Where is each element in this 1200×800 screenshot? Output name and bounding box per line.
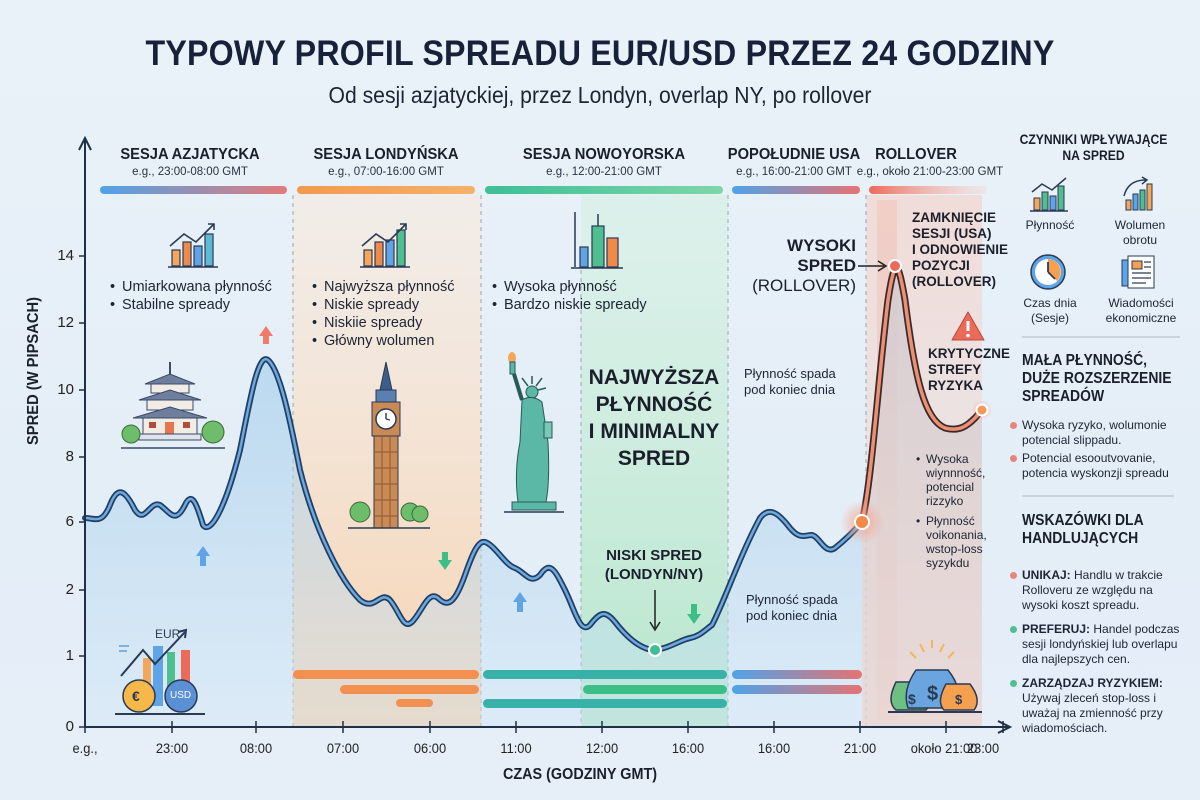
tip-prefer: PREFERUJ: Handel podczas sesji londyński… <box>1010 622 1188 667</box>
y-tick: 2 <box>65 581 74 598</box>
chart-subtitle: Od sesji azjatyckiej, przez Londyn, over… <box>328 82 872 108</box>
bar-chart-up-icon <box>168 223 218 268</box>
eur-label: EUR <box>155 627 181 641</box>
tips-title: WSKAZÓWKI DLA HANDLUJĄCYCH <box>1022 512 1144 547</box>
tip-manage-risk: ZARZĄDZAJ RYZYKIEM: Używaj zleceń stop-l… <box>1010 676 1188 736</box>
session-title-us-afternoon: POPOŁUDNIE USA <box>727 146 861 163</box>
y-tick: 12 <box>57 314 74 331</box>
high-spread-label: WYSOKI SPRED (ROLLOVER) <box>752 236 856 295</box>
newspaper-icon <box>1121 255 1155 289</box>
x-tick: 11:00 <box>500 740 532 756</box>
x-tick: e.g., <box>72 740 98 756</box>
y-tick: 14 <box>57 247 74 264</box>
session-title-rollover: ROLLOVER <box>875 146 957 163</box>
y-axis-label: SPRED (W PIPSACH) <box>25 296 42 446</box>
session-title-newyork: SESJA NOWOYORSKA <box>522 146 686 163</box>
factor-time: Czas dnia (Sesje) <box>1023 296 1077 325</box>
big-ben-icon <box>348 361 430 529</box>
clock-icon <box>1030 254 1066 290</box>
x-axis-label: CZAS (GODZINY GMT) <box>502 766 658 783</box>
x-tick: 06:00 <box>413 740 447 756</box>
y-tick: 0 <box>65 718 74 735</box>
london-bullets: Najwyższa płynność Niskie spready Niskii… <box>312 278 455 350</box>
session-range-asia: e.g., 23:00-08:00 GMT <box>132 166 248 178</box>
divider <box>1022 336 1180 338</box>
x-tick: 12:00 <box>585 740 619 756</box>
low-liquidity-list: Wysoka ryzyko, wolumonie potencial slipp… <box>1010 418 1190 484</box>
session-range-london: e.g., 07:00-16:00 GMT <box>328 166 444 178</box>
y-tick: 8 <box>65 448 74 465</box>
newyork-bullets: Wysoka płynność Bardzo niskie spready <box>492 278 647 314</box>
divider <box>1022 495 1174 497</box>
y-tick: 6 <box>65 513 74 530</box>
y-tick: 10 <box>57 381 74 398</box>
factor-liquidity: Płynność <box>1025 218 1075 232</box>
x-tick: 23:00 <box>155 740 189 756</box>
svg-text:$: $ <box>927 683 938 705</box>
tip-avoid: UNIKAJ: Handlu w trakcie Rolloveru ze wz… <box>1010 568 1188 613</box>
factor-volume: Wolumen obrotu <box>1114 218 1166 247</box>
x-tick: 16:00 <box>671 740 705 756</box>
critical-zones-label: KRYTYCZNE STREFY RYZYKA <box>928 346 1011 393</box>
factors-title: CZYNNIKI WPŁYWAJĄCE NA SPRED <box>1019 132 1168 163</box>
x-tick: 21:00 <box>843 740 877 756</box>
asia-bullets: Umiarkowana płynność Stabilne spready <box>110 278 272 314</box>
up-arrow-icon <box>259 326 273 344</box>
chart-title: TYPOWY PROFIL SPREADU EUR/USD PRZEZ 24 G… <box>145 34 1055 73</box>
low-spread-label: NISKI SPRED (LONDYN/NY) <box>604 547 704 583</box>
session-title-london: SESJA LONDYŃSKA <box>313 146 459 163</box>
money-bags-icon: $ $ $ <box>888 640 982 713</box>
x-tick: 08:00 <box>239 740 273 756</box>
warning-icon <box>951 311 985 341</box>
eur-usd-coins-icon <box>115 628 205 715</box>
x-tick: 07:00 <box>326 740 360 756</box>
y-tick: 1 <box>65 647 74 664</box>
session-title-asia: SESJA AZJATYCKA <box>120 146 260 163</box>
x-tick: 16:00 <box>757 740 791 756</box>
liquidity-drops-note-2: Płynność spada pod koniec dnia <box>746 592 838 623</box>
tips-list: UNIKAJ: Handlu w trakcie Rolloveru ze wz… <box>1010 568 1188 745</box>
skyscraper-chart-icon <box>571 212 623 269</box>
statue-of-liberty-icon <box>504 352 564 513</box>
svg-text:$: $ <box>955 692 963 707</box>
low-liquidity-title: MAŁA PŁYNNOŚĆ, DUŻE ROZSZERZENIE SPREADÓ… <box>1022 352 1172 405</box>
factor-news: Wiadomości ekonomiczne <box>1105 296 1177 325</box>
usd-label: USD <box>170 690 192 701</box>
euro-symbol: € <box>132 688 140 704</box>
highest-liquidity-label: NAJWYŻSZA PŁYNNOŚĆ I MINIMALNY SPRED <box>588 366 720 470</box>
risk-bullets: • Wysoka wiynnność, potencial rizzyko • … <box>916 452 987 570</box>
liquidity-drops-note: Płynność spada pod koniec dnia <box>744 366 836 397</box>
x-tick: około 21:00 <box>910 740 978 756</box>
session-range-newyork: e.g., 12:00-21:00 GMT <box>546 166 662 178</box>
pagoda-icon <box>121 362 225 449</box>
session-close-label: ZAMKNIĘCIE SESJI (USA) I ODNOWIENIE POZY… <box>912 210 1009 289</box>
svg-text:$: $ <box>908 691 916 707</box>
session-range-us-afternoon: e.g., 16:00-21:00 GMT <box>736 166 852 178</box>
volume-icon <box>1123 176 1153 211</box>
x-tick: 23:00 <box>966 740 1000 756</box>
bar-chart-up-icon <box>360 223 410 268</box>
session-range-rollover: e.g., około 21:00-23:00 GMT <box>856 166 1004 178</box>
liquidity-icon <box>1030 177 1068 212</box>
